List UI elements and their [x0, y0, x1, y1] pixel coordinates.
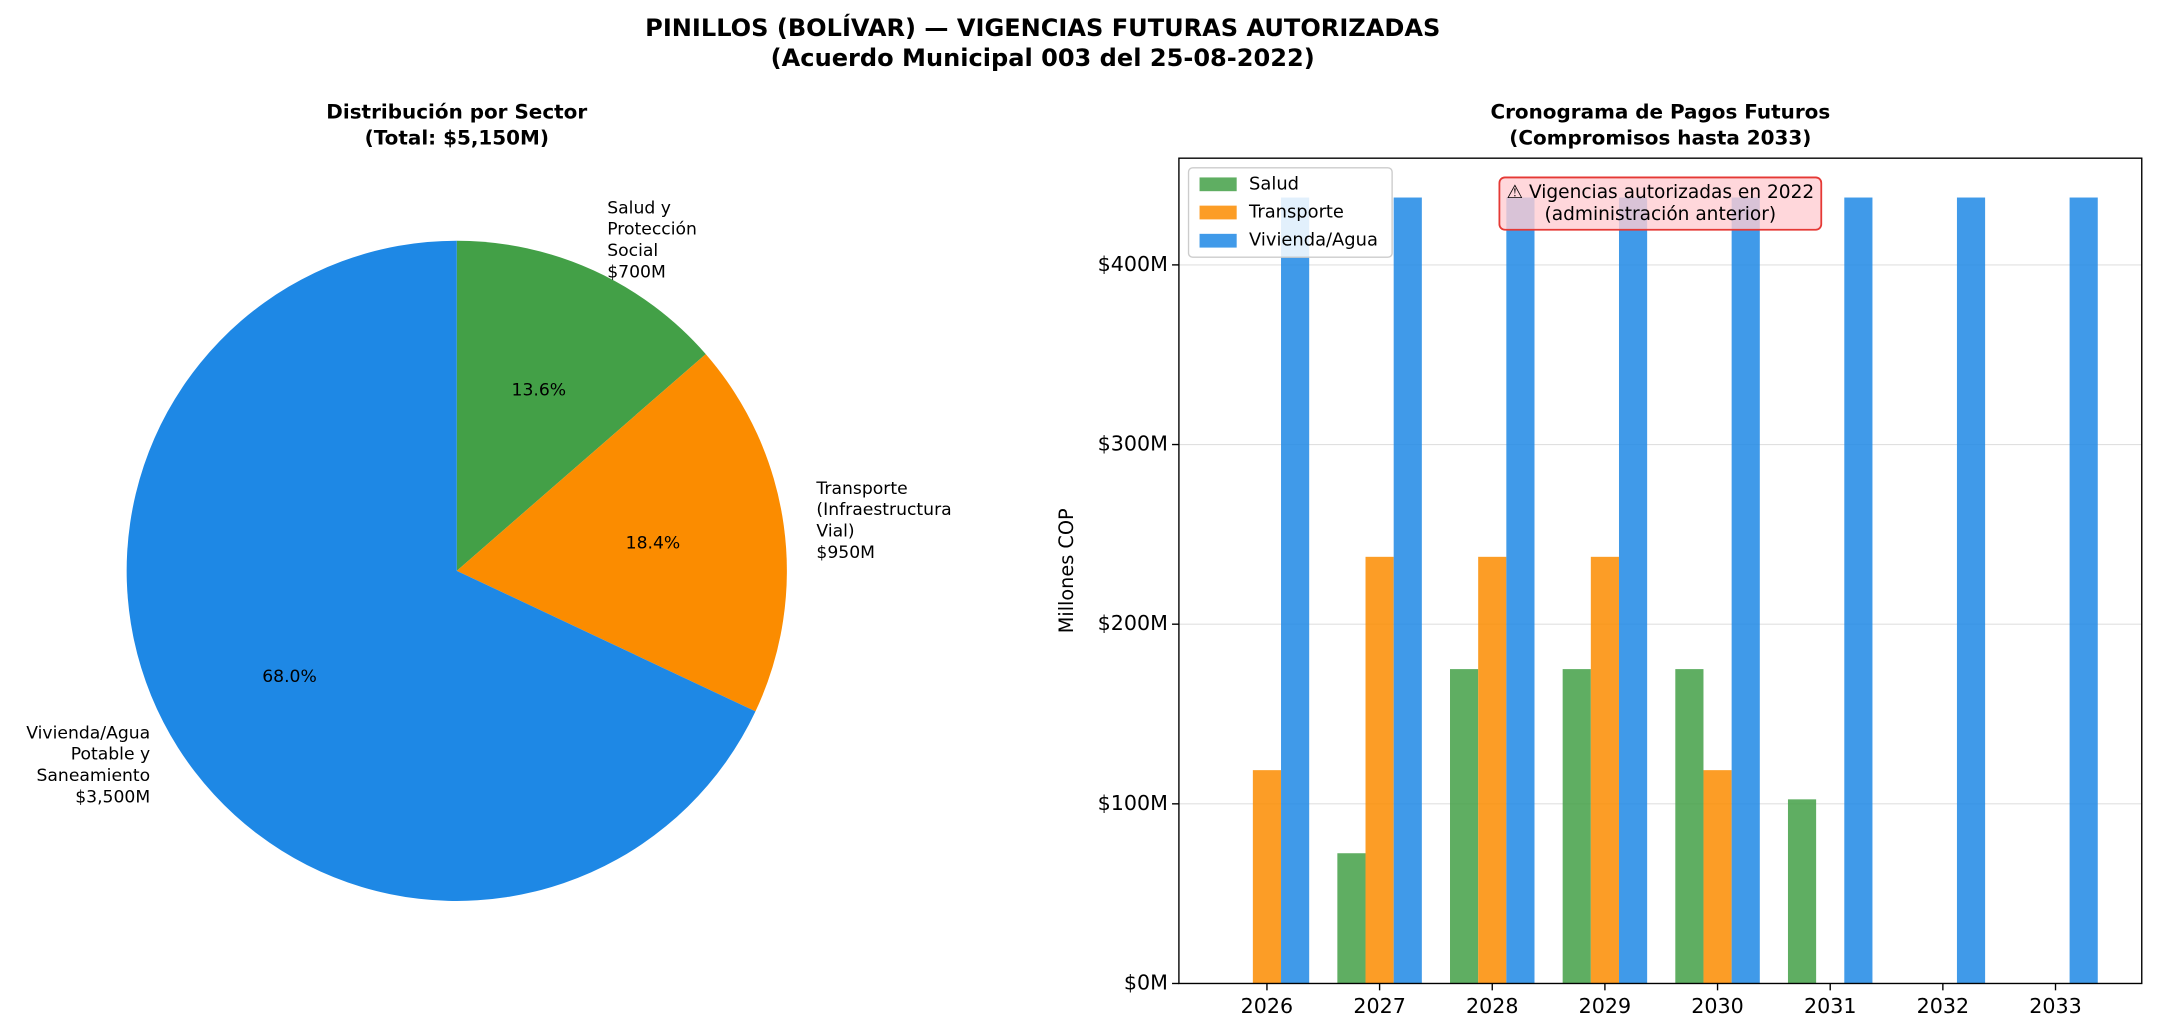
y-axis-label: Millones COP	[1055, 508, 1078, 633]
bar	[1731, 197, 1760, 984]
legend-label: Transporte	[1248, 202, 1344, 223]
legend-swatch	[1199, 205, 1237, 220]
legend-swatch	[1199, 233, 1237, 248]
annotation: ⚠ Vigencias autorizadas en 2022	[1506, 182, 1814, 203]
x-tick-label: 2032	[1917, 994, 1970, 1018]
pie-percent-label: 68.0%	[262, 667, 317, 687]
y-tick-label: $200M	[1098, 611, 1168, 635]
figure-subtitle: (Acuerdo Municipal 003 del 25-08-2022)	[771, 44, 1315, 72]
bar	[1703, 770, 1732, 984]
annotation: (administración anterior)	[1545, 204, 1777, 225]
pie-label: Saneamiento	[36, 766, 150, 786]
annotation-box	[1498, 176, 1823, 231]
bar	[2069, 197, 2098, 984]
bar	[1393, 197, 1422, 984]
legend-label: Vivienda/Agua	[1249, 230, 1378, 251]
bar-title: Cronograma de Pagos Futuros	[1490, 99, 1830, 123]
bar	[1956, 197, 1986, 984]
pie-label: Vivienda/Agua	[26, 723, 150, 743]
bar	[1281, 197, 1310, 984]
y-tick-label: $400M	[1098, 252, 1168, 276]
y-tick-label: $300M	[1098, 432, 1168, 456]
pie-label: $700M	[607, 262, 666, 282]
pie-label: $950M	[816, 543, 875, 563]
bar	[1590, 556, 1619, 984]
bar	[1478, 556, 1507, 984]
y-tick-label: $100M	[1098, 791, 1168, 815]
bar	[1618, 197, 1648, 984]
x-tick-label: 2030	[1691, 994, 1744, 1018]
pie-label: Vial)	[816, 521, 854, 541]
figure-title: PINILLOS (BOLÍVAR) — VIGENCIAS FUTURAS A…	[645, 13, 1440, 42]
pie-label: $3,500M	[75, 787, 150, 807]
legend-label: Salud	[1249, 173, 1299, 194]
axes-frame	[1178, 157, 2143, 985]
bar	[1506, 197, 1535, 984]
x-tick-label: 2028	[1466, 994, 1519, 1018]
pie-label: Potable y	[71, 745, 150, 765]
pie-label: Protección	[607, 220, 697, 240]
bar	[1365, 556, 1394, 984]
x-tick-label: 2026	[1241, 994, 1294, 1018]
pie-label: (Infraestructura	[816, 500, 951, 520]
pie-label: Salud y	[607, 198, 671, 218]
y-tick-label: $0M	[1124, 970, 1168, 994]
bar	[1675, 669, 1704, 984]
pie-label: Social	[607, 241, 658, 261]
x-tick-label: 2027	[1353, 994, 1406, 1018]
x-tick-label: 2031	[1804, 994, 1857, 1018]
pie-slice	[126, 240, 756, 901]
pie-title: Distribución por Sector	[326, 99, 587, 123]
pie-percent-label: 18.4%	[626, 534, 681, 554]
pie-slice	[456, 354, 787, 712]
bar	[1844, 197, 1873, 984]
bar	[1252, 770, 1282, 984]
pie-label: Transporte	[815, 479, 907, 499]
bar	[1787, 799, 1817, 984]
x-tick-label: 2029	[1579, 994, 1632, 1018]
legend-swatch	[1199, 177, 1237, 192]
pie-slice	[456, 240, 706, 571]
legend-box	[1187, 167, 1393, 258]
bar	[1337, 853, 1366, 984]
pie-percent-label: 13.6%	[512, 381, 567, 401]
bar	[1562, 669, 1591, 984]
bar-subtitle: (Compromisos hasta 2033)	[1509, 125, 1811, 149]
bar	[1450, 669, 1479, 984]
x-tick-label: 2033	[2029, 994, 2082, 1018]
pie-subtitle: (Total: $5,150M)	[365, 125, 549, 149]
